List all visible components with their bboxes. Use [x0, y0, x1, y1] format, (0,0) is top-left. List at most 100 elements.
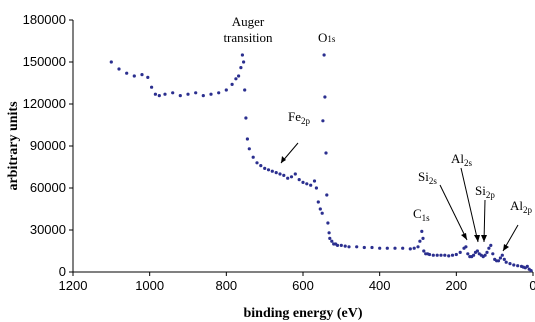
data-point	[157, 94, 161, 98]
annotation-o1s: O1s	[318, 30, 336, 45]
annotation-c1s-sub: 1s	[422, 213, 431, 223]
data-point	[500, 253, 504, 257]
annotation-si2s: Si2s	[418, 169, 437, 186]
data-point	[243, 88, 247, 92]
data-point	[117, 67, 121, 71]
data-point	[259, 164, 263, 168]
y-tick-label-60000: 60000	[30, 180, 66, 195]
data-point	[263, 166, 267, 170]
data-point	[312, 179, 317, 183]
data-point	[362, 245, 366, 250]
data-point	[347, 245, 351, 249]
x-tick-label-600: 600	[292, 278, 314, 293]
data-point	[408, 247, 412, 251]
data-point	[244, 116, 248, 120]
data-point	[301, 180, 305, 184]
data-point	[328, 236, 332, 240]
y-axis-title: arbitrary units	[6, 101, 21, 191]
x-tick-label-1000: 1000	[135, 278, 164, 293]
x-tick-label-0: 0	[529, 278, 535, 293]
annotation-si2p-sub: 2p	[486, 190, 496, 200]
data-point	[234, 77, 238, 81]
data-point	[297, 178, 301, 182]
data-point	[320, 211, 324, 215]
annotation-auger: Auger	[232, 14, 265, 29]
annotation-al2s: Al2s	[451, 151, 473, 168]
y-tick-label-0: 0	[59, 264, 66, 279]
data-point	[421, 236, 425, 240]
annotation-arrows	[280, 142, 519, 252]
data-point	[163, 92, 167, 96]
data-point	[153, 92, 157, 96]
data-point	[194, 91, 198, 95]
annotation-al2s-sub: 2s	[464, 158, 473, 168]
annotation-c1s: C1s	[413, 206, 430, 223]
data-point	[201, 94, 205, 98]
data-point	[140, 73, 144, 77]
data-point	[314, 186, 318, 190]
data-point	[327, 231, 331, 235]
data-point	[355, 245, 359, 249]
arrow-si2s	[439, 184, 468, 241]
data-point	[237, 74, 241, 78]
annotation-fe2p-sub: 2p	[301, 116, 311, 126]
data-point	[502, 257, 506, 261]
data-point	[186, 92, 190, 96]
data-point	[330, 239, 334, 243]
data-point	[323, 95, 327, 99]
data-point	[282, 173, 286, 177]
data-point	[401, 246, 405, 250]
data-point	[343, 244, 347, 248]
data-point	[393, 246, 397, 250]
annotation-si2p-main: Si	[475, 183, 486, 198]
data-point	[239, 66, 243, 70]
data-point	[508, 262, 512, 266]
data-point	[416, 245, 420, 249]
data-point	[270, 169, 274, 173]
data-point	[322, 53, 326, 57]
annotation-al2p-main: Al	[510, 198, 523, 213]
data-point	[512, 263, 516, 267]
y-tick-label-30000: 30000	[30, 222, 66, 237]
data-point	[278, 172, 282, 176]
data-point	[109, 60, 113, 64]
x-axis-ticks: 1200 1000 800 600 400 200 0	[59, 272, 535, 293]
y-axis-ticks: 0 30000 60000 90000 120000 150000 180000	[23, 12, 73, 279]
data-point	[217, 91, 221, 95]
annotation-si2s-main: Si	[418, 169, 429, 184]
data-point	[293, 172, 297, 176]
data-point	[171, 91, 175, 95]
data-point	[309, 183, 313, 187]
data-point	[491, 252, 495, 256]
arrowhead-si2p	[481, 235, 487, 242]
arrow-al2s	[460, 167, 479, 243]
data-point	[150, 85, 154, 89]
data-point	[447, 254, 451, 258]
data-point	[209, 92, 213, 96]
data-point	[525, 264, 529, 268]
x-axis-title: binding energy (eV)	[244, 306, 363, 321]
data-point	[443, 253, 447, 257]
y-tick-label-150000: 150000	[23, 54, 66, 69]
data-point	[251, 155, 255, 159]
data-point	[431, 253, 435, 257]
data-point	[125, 71, 129, 75]
data-point	[318, 207, 322, 211]
data-point	[289, 175, 294, 179]
y-tick-label-120000: 120000	[23, 96, 66, 111]
y-tick-label-180000: 180000	[23, 12, 66, 27]
annotation-fe2p-main: Fe	[288, 109, 301, 124]
data-point	[529, 269, 533, 273]
data-point	[487, 246, 491, 250]
y-tick-label-90000: 90000	[30, 138, 66, 153]
data-point	[274, 171, 278, 175]
data-point	[418, 239, 422, 243]
data-point	[132, 74, 136, 78]
peak-annotations: Auger transition O1s Fe2p C1s Si2s Al2s …	[223, 14, 532, 223]
data-point	[472, 253, 476, 257]
annotation-al2p-sub: 2p	[523, 205, 533, 215]
data-point	[483, 253, 487, 257]
annotation-si2s-sub: 2s	[429, 176, 438, 186]
data-point	[335, 243, 340, 247]
